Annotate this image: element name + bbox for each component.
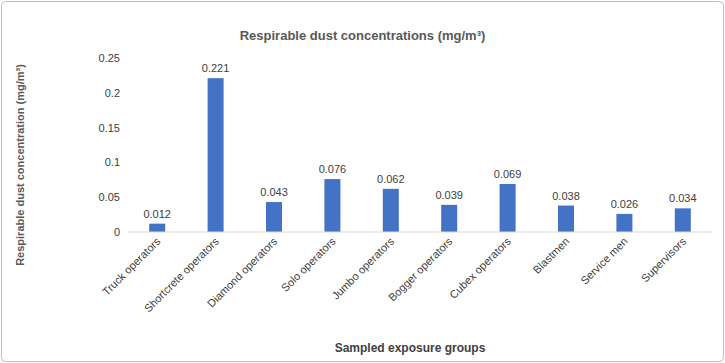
bar [149, 224, 165, 232]
x-tick-label: Blastmen [531, 235, 572, 276]
bar [208, 78, 224, 232]
y-tick-label: 0.1 [105, 156, 120, 168]
x-axis-label: Sampled exposure groups [335, 341, 486, 355]
y-axis-label: Respirable dust concentration (mg/m³) [14, 64, 26, 266]
bars [149, 78, 691, 232]
data-label: 0.069 [494, 168, 522, 180]
data-label: 0.062 [377, 173, 405, 185]
chart-frame [2, 2, 724, 362]
data-label: 0.026 [611, 198, 639, 210]
bar [441, 205, 457, 232]
bar [324, 179, 340, 232]
x-tick-label: Supervisors [639, 235, 689, 285]
y-tick-label: 0.05 [99, 191, 120, 203]
x-tick-label: Service men [578, 235, 630, 287]
x-tick-label: Bogger operators [386, 235, 455, 304]
bar [500, 184, 516, 232]
x-tick-label: Solo operators [279, 235, 338, 294]
chart-svg: Respirable dust concentrations (mg/m³) Re… [0, 0, 725, 363]
data-label: 0.039 [435, 189, 463, 201]
y-tick-label: 0.2 [105, 87, 120, 99]
bar [616, 214, 632, 232]
bar [266, 202, 282, 232]
y-tick-label: 0.25 [99, 52, 120, 64]
x-tick-label: Diamond operators [205, 235, 280, 310]
bar [383, 189, 399, 232]
chart-container: Respirable dust concentrations (mg/m³) Re… [0, 0, 725, 363]
data-label: 0.038 [552, 190, 580, 202]
x-axis-line [128, 232, 712, 233]
x-tick-label: Cubex operators [447, 235, 513, 301]
data-label: 0.034 [669, 192, 697, 204]
bar [675, 208, 691, 232]
data-label: 0.221 [202, 62, 230, 74]
y-tick-label: 0.15 [99, 122, 120, 134]
y-tick-label: 0 [114, 226, 120, 238]
data-label: 0.043 [260, 186, 288, 198]
data-label: 0.076 [319, 163, 347, 175]
bar [558, 206, 574, 232]
data-label: 0.012 [143, 208, 171, 220]
x-tick-label: Truck operators [100, 235, 163, 298]
x-tick-label: Jumbo operators [329, 235, 396, 302]
chart-title: Respirable dust concentrations (mg/m³) [240, 28, 486, 43]
